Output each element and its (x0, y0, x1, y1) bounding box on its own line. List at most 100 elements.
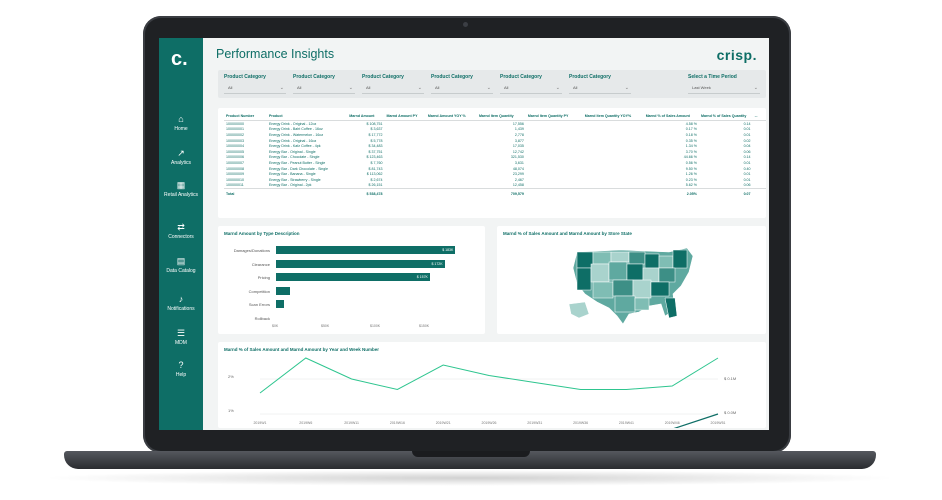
table-row[interactable]: 100000002 Energy Drink - Watermelon - 16o… (224, 132, 766, 138)
table-cell: $ 26,151 (368, 183, 383, 188)
table-header-cell[interactable]: Marnd Item Quantity PY (525, 112, 583, 121)
filter-select[interactable]: All ⌄ (569, 83, 631, 94)
sidebar-item-help[interactable]: ? Help (159, 360, 203, 378)
table-cell: Energy Bar - Original - Single (268, 149, 316, 154)
table-cell: 48,074 (512, 166, 524, 171)
table-header-cell[interactable]: Marnd Amount PY (384, 112, 426, 121)
state-shape (610, 251, 630, 263)
table-row[interactable]: 100000011 Energy Bar - Original - 2pk $ 26… (224, 183, 766, 189)
table-cell: 0.23 % (685, 177, 697, 182)
table-cell (266, 188, 348, 199)
table-cell: 0.40 (743, 166, 751, 171)
table-header-cell[interactable]: Marnd % of Sales Quantity (698, 112, 753, 121)
table-row[interactable]: 100000001 Energy Drink - Baht Coffee - 16… (224, 127, 766, 133)
product-category-filter[interactable]: Product Category All ⌄ (293, 74, 355, 94)
table-row[interactable]: 100000007 Energy Bar - Peanut Butter - Si… (224, 160, 766, 166)
filter-select[interactable]: All ⌄ (500, 83, 562, 94)
bar-category-label: Damages/Donations (233, 248, 270, 253)
bar-value-label: $ 157K (416, 275, 428, 279)
line-axis-tick: 2019W11 (344, 421, 359, 425)
sidebar-item-notifications[interactable]: ♪ Notifications (159, 294, 203, 312)
data-catalog-icon: ▤ (176, 256, 186, 266)
table-row[interactable]: 100000009 Energy Bar - Banana - Single $ 1… (224, 171, 766, 177)
page-title: Performance Insights (216, 47, 335, 61)
table-cell: 100000000 (226, 121, 244, 126)
product-category-filter[interactable]: Product Category All ⌄ (569, 74, 631, 94)
line-axis-tick: 2019W1 (253, 421, 266, 425)
filter-select[interactable]: All ⌄ (293, 83, 355, 94)
table-cell: 321,530 (510, 155, 524, 160)
table-row[interactable]: 100000003 Energy Drink - Original - 16oz $… (224, 138, 766, 144)
time-period-filter[interactable]: Select a Time Period Last Week ⌄ (688, 74, 760, 94)
table-cell: Energy Bar - Chocolate - Single (268, 155, 320, 160)
us-map[interactable] (497, 226, 766, 334)
state-shape (612, 279, 634, 297)
table-row[interactable]: 100000010 Energy Bar - Strawberry - Singl… (224, 177, 766, 183)
product-category-filter[interactable]: Product Category All ⌄ (431, 74, 493, 94)
filter-select[interactable]: All ⌄ (224, 83, 286, 94)
state-shape (590, 263, 610, 283)
table-cell: Energy Bar - Strawberry - Single (268, 177, 321, 182)
database-icon: ☰ (176, 328, 186, 338)
bar-mark[interactable] (276, 286, 290, 295)
secondary-line-series[interactable] (665, 413, 719, 428)
table-cell: $ 34,483 (368, 144, 383, 149)
line-y-left-tick: 1% (228, 408, 234, 413)
florida-shape (664, 297, 678, 319)
table-header-cell[interactable]: Product (266, 112, 348, 121)
bar-mark[interactable]: $ 172K (276, 259, 445, 268)
sidebar-item-home[interactable]: ⌂ Home (159, 114, 203, 132)
table-header-cell[interactable]: Marnd Amount (347, 112, 385, 121)
line-axis-tick: 2019W46 (665, 421, 680, 425)
table-header-cell[interactable]: ... (752, 112, 766, 121)
table-cell: $ 3,637 (370, 127, 383, 132)
table-row[interactable]: 100000008 Energy Bar - Dark Chocolate - S… (224, 166, 766, 172)
table-cell: 1,439 (514, 127, 524, 132)
table-cell: 100000004 (226, 144, 244, 149)
table-cell: 0.06 (743, 149, 751, 154)
table-row[interactable]: 100000005 Energy Bar - Original - Single $… (224, 149, 766, 155)
table-row[interactable]: 100000000 Energy Drink - Original - 12oz $… (224, 121, 766, 127)
product-category-filter[interactable]: Product Category All ⌄ (224, 74, 286, 94)
table-header-cell[interactable]: Product Number (224, 112, 267, 121)
filter-select[interactable]: All ⌄ (362, 83, 424, 94)
table-total-row[interactable]: Total $ 538,478 709,579 2.05% 0.07 (224, 188, 766, 199)
product-category-filter[interactable]: Product Category All ⌄ (362, 74, 424, 94)
sidebar-item-data-catalog[interactable]: ▤ Data Catalog (159, 256, 203, 274)
table-header-cell[interactable]: Marnd Item Quantity YOY% (582, 112, 644, 121)
table-cell: 0.35 % (685, 138, 697, 143)
sidebar-item-mdm[interactable]: ☰ MDM (159, 328, 203, 346)
table-header-cell[interactable]: Marnd Amount YOY % (425, 112, 477, 121)
line-axis-tick: 2019W16 (390, 421, 405, 425)
table-row[interactable]: 100000006 Energy Bar - Chocolate - Single… (224, 155, 766, 161)
filter-value: All (573, 85, 578, 90)
table-cell: 12,458 (512, 183, 524, 188)
line-chart[interactable]: 2019W1 2019W6 2019W11 2019W16 2019W21 2019W26… (218, 342, 766, 428)
filter-label: Product Category (224, 74, 266, 80)
filter-value: All (297, 85, 302, 90)
bar-category-label: Clearance (251, 261, 270, 267)
time-period-select[interactable]: Last Week ⌄ (688, 83, 760, 94)
state-shape (608, 261, 628, 281)
line-series[interactable] (259, 357, 719, 394)
table-header-cell[interactable]: Marnd % of Sales Amount (643, 112, 699, 121)
sidebar-item-retail-analytics[interactable]: ▦ Retail Analytics (159, 180, 203, 198)
filter-select[interactable]: All ⌄ (431, 83, 493, 94)
table-cell: $ 113,062 (366, 172, 383, 177)
table-cell: 100000007 (226, 160, 244, 165)
app-logo[interactable]: c. (171, 48, 188, 70)
bar-mark[interactable]: $ 157K (276, 273, 430, 281)
table-header-row: Product Number Product Marnd Amount Marnd A… (224, 112, 766, 121)
table-header-cell[interactable]: Marnd Item Quantity (476, 112, 526, 121)
table-row[interactable]: 100000004 Energy Drink - Kafz Coffee - 4p… (224, 143, 766, 149)
bar-value-label: $ 172K (431, 261, 443, 266)
table-cell: 1.26 % (685, 172, 697, 177)
sidebar-item-connectors[interactable]: ⇄ Connectors (159, 222, 203, 240)
sidebar-item-analytics[interactable]: ↗ Analytics (159, 148, 203, 166)
bar-mark[interactable]: $ 183K (276, 246, 456, 254)
table-cell: 3,631 (514, 160, 524, 165)
state-shape (672, 249, 688, 269)
product-category-filter[interactable]: Product Category All ⌄ (500, 74, 562, 94)
bar-mark[interactable] (276, 300, 284, 308)
table-cell (582, 188, 644, 199)
